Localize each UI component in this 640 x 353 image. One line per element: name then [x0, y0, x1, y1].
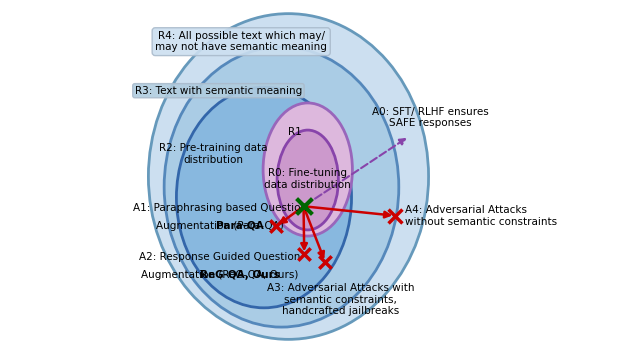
Text: A2: Response Guided Question: A2: Response Guided Question: [140, 252, 301, 262]
Text: A3: Adversarial Attacks with
semantic constraints,
handcrafted jailbreaks: A3: Adversarial Attacks with semantic co…: [267, 283, 414, 316]
Ellipse shape: [177, 87, 351, 308]
Text: Augmentation (Para-QA): Augmentation (Para-QA): [156, 221, 284, 231]
Ellipse shape: [263, 103, 353, 236]
Text: A0: SFT/ RLHF ensures
SAFE responses: A0: SFT/ RLHF ensures SAFE responses: [372, 107, 489, 128]
Text: A4: Adversarial Attacks
without semantic constraints: A4: Adversarial Attacks without semantic…: [404, 205, 557, 227]
Text: R0: Fine-tuning
data distribution: R0: Fine-tuning data distribution: [264, 168, 351, 190]
Point: [390, 213, 401, 219]
Ellipse shape: [277, 130, 339, 230]
Text: R2: Pre-training data
distribution: R2: Pre-training data distribution: [159, 143, 268, 164]
Point: [299, 251, 309, 257]
Point: [320, 259, 330, 265]
Text: Augmentation (ReG-QA, Ours): Augmentation (ReG-QA, Ours): [141, 270, 299, 280]
Ellipse shape: [148, 14, 429, 339]
Text: R1: R1: [288, 127, 301, 137]
Text: ReG-QA, Ours: ReG-QA, Ours: [200, 270, 280, 280]
Point: [271, 223, 282, 229]
Text: R4: All possible text which may/
may not have semantic meaning: R4: All possible text which may/ may not…: [156, 31, 327, 53]
Text: R3: Text with semantic meaning: R3: Text with semantic meaning: [135, 86, 302, 96]
Text: A1: Paraphrasing based Question: A1: Paraphrasing based Question: [133, 203, 307, 213]
Point: [298, 203, 308, 209]
Text: Para-QA: Para-QA: [216, 221, 264, 231]
Ellipse shape: [164, 47, 399, 327]
